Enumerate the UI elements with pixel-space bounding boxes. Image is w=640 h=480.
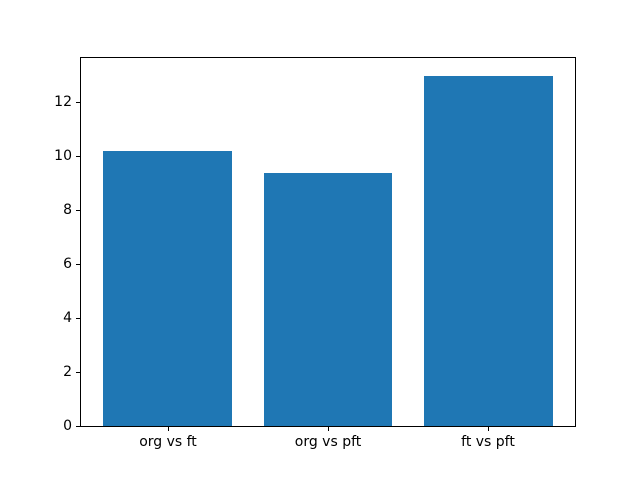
x-tick-label: ft vs pft bbox=[461, 434, 515, 450]
bar-ft-vs-pft bbox=[424, 75, 553, 426]
x-tick-mark bbox=[488, 427, 489, 431]
x-tick-label: org vs pft bbox=[294, 434, 362, 450]
plot-area bbox=[80, 57, 576, 427]
x-tick-label: org vs ft bbox=[139, 434, 197, 450]
y-tick-label: 4 bbox=[63, 310, 72, 326]
y-tick-label: 6 bbox=[63, 256, 72, 272]
y-tick-mark bbox=[76, 318, 80, 319]
y-tick-mark bbox=[76, 372, 80, 373]
y-tick-mark bbox=[76, 210, 80, 211]
y-tick-mark bbox=[76, 426, 80, 427]
y-tick-mark bbox=[76, 156, 80, 157]
y-tick-label: 0 bbox=[63, 418, 72, 434]
bar-org-vs-ft bbox=[103, 151, 232, 426]
y-tick-label: 12 bbox=[54, 94, 72, 110]
y-tick-mark bbox=[76, 264, 80, 265]
y-tick-label: 8 bbox=[63, 202, 72, 218]
x-tick-mark bbox=[168, 427, 169, 431]
y-tick-mark bbox=[76, 102, 80, 103]
y-tick-label: 10 bbox=[54, 148, 72, 164]
y-tick-label: 2 bbox=[63, 364, 72, 380]
bar-org-vs-pft bbox=[263, 172, 393, 426]
x-tick-mark bbox=[328, 427, 329, 431]
